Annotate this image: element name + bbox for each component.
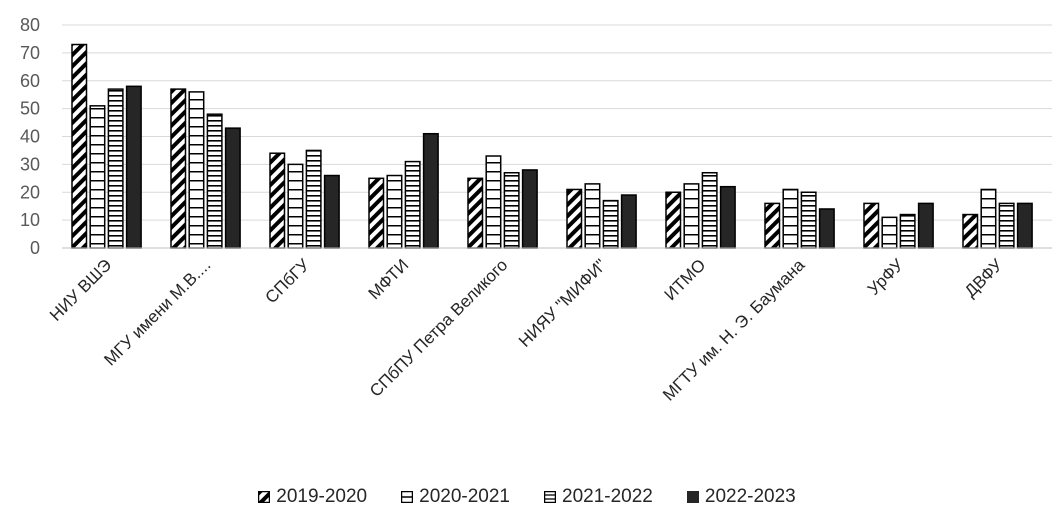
legend-label: 2021-2022 [562, 486, 653, 507]
bar-2019-2020 [764, 202, 781, 249]
bar-2021-2022 [503, 171, 520, 249]
x-category-label: НИЯУ "МИФИ" [515, 255, 610, 350]
bar-2022-2023 [323, 174, 340, 249]
y-tick-label: 10 [20, 210, 40, 230]
bar-2019-2020 [863, 202, 880, 249]
legend: 2019-2020 2020-2021 2021-2022 2022-2023 [0, 486, 1054, 508]
bar-2020-2021 [980, 188, 997, 249]
bar-2019-2020 [467, 177, 484, 249]
bar-2020-2021 [683, 183, 700, 249]
legend-item-2021-2022: 2021-2022 [544, 486, 653, 508]
bar-2019-2020 [962, 213, 979, 249]
bar-2019-2020 [665, 191, 682, 249]
bar-2021-2022 [305, 149, 322, 249]
bar-2020-2021 [485, 155, 502, 249]
bar-2021-2022 [998, 202, 1015, 249]
x-category-label: ИТМО [661, 255, 710, 304]
x-category-label: ДВФУ [961, 255, 1007, 301]
bar-2021-2022 [404, 160, 421, 249]
bar-2020-2021 [386, 174, 403, 249]
legend-item-2022-2023: 2022-2023 [686, 486, 796, 508]
bar-2021-2022 [701, 171, 718, 249]
bar-2021-2022 [107, 88, 124, 249]
bar-2019-2020 [170, 88, 187, 249]
y-tick-label: 80 [20, 15, 40, 35]
legend-swatch-solid [686, 491, 699, 503]
bar-2021-2022 [899, 213, 916, 249]
bar-2020-2021 [584, 183, 601, 249]
x-category-label: НИУ ВШЭ [46, 255, 115, 324]
bar-2022-2023 [422, 132, 439, 249]
x-category-label: МФТИ [365, 255, 413, 303]
bar-2022-2023 [1016, 202, 1033, 249]
y-tick-label: 40 [20, 127, 40, 147]
bar-2019-2020 [71, 43, 88, 249]
y-axis-ticks: 0 10 20 30 40 50 60 70 80 [20, 15, 40, 258]
bar-2022-2023 [224, 127, 241, 249]
bar-2021-2022 [206, 113, 223, 249]
legend-swatch-horizontal-wide [401, 491, 414, 503]
bar-2019-2020 [566, 188, 583, 249]
x-category-label: СПбГУ [262, 255, 314, 307]
bar-2021-2022 [602, 199, 619, 249]
bar-2022-2023 [719, 185, 736, 249]
x-category-label: УрФУ [864, 255, 908, 299]
y-tick-label: 30 [20, 154, 40, 174]
legend-swatch-diagonal [258, 491, 271, 503]
bar-2021-2022 [800, 191, 817, 249]
bar-2022-2023 [125, 85, 142, 249]
y-tick-label: 70 [20, 43, 40, 63]
legend-label: 2020-2021 [419, 486, 510, 507]
bar-2020-2021 [89, 105, 106, 249]
bar-2022-2023 [620, 194, 637, 249]
bar-2020-2021 [881, 216, 898, 249]
y-tick-label: 60 [20, 71, 40, 91]
y-tick-label: 20 [20, 182, 40, 202]
bar-2020-2021 [782, 188, 799, 249]
legend-label: 2022-2023 [704, 486, 796, 507]
y-tick-label: 0 [30, 238, 40, 258]
bar-2022-2023 [818, 208, 835, 249]
bar-2020-2021 [287, 163, 304, 249]
x-category-label: МГУ имени М.В.... [100, 255, 214, 369]
legend-item-2019-2020: 2019-2020 [258, 486, 367, 508]
y-tick-label: 50 [20, 99, 40, 119]
bar-2022-2023 [917, 202, 934, 249]
legend-swatch-horizontal-dense [544, 491, 556, 503]
bar-2022-2023 [521, 169, 538, 249]
bars [71, 43, 1033, 249]
legend-label: 2019-2020 [276, 486, 368, 507]
bar-2019-2020 [269, 152, 286, 249]
bar-2019-2020 [368, 177, 385, 249]
legend-item-2020-2021: 2020-2021 [401, 486, 510, 508]
bar-2020-2021 [188, 91, 205, 249]
